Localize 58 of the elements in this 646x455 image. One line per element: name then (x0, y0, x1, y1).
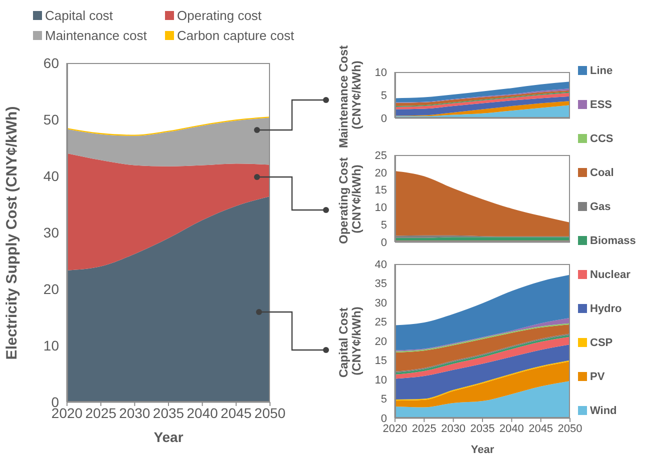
y-tick-label: 30 (374, 297, 387, 310)
y-tick-label: 10 (374, 374, 387, 386)
y-tick-label: 25 (374, 150, 387, 162)
legend-label: PV (590, 370, 605, 382)
y-axis-title: Capital Cost (CNY¢/kWh) (336, 304, 364, 378)
x-tick-label: 2050 (254, 404, 286, 421)
x-tick-label: 2040 (499, 422, 524, 435)
y-tick-label: 5 (380, 220, 387, 232)
legend-label: Biomass (590, 234, 636, 246)
y-tick-label: 15 (374, 355, 387, 368)
x-axis-title: Year (154, 429, 184, 445)
y-tick-label: 20 (43, 280, 60, 297)
y-axis-title: Electricity Supply Cost (CNY¢/kWh) (3, 106, 20, 360)
y-tick-label: 0 (380, 412, 387, 425)
y-tick-label: 40 (374, 258, 387, 271)
legend-label: ESS (590, 98, 612, 110)
legend-label: Hydro (590, 302, 622, 314)
x-tick-label: 2020 (382, 422, 408, 435)
legend-label: Wind (590, 404, 617, 416)
legend-label: Coal (590, 166, 614, 178)
y-tick-label: 10 (374, 66, 387, 79)
legend-label: Gas (590, 200, 611, 212)
y-tick-label: 30 (43, 224, 60, 240)
y-tick-label: 35 (374, 278, 387, 290)
y-tick-label: 0 (380, 112, 387, 125)
x-tick-label: 2045 (528, 422, 554, 435)
y-tick-label: 0 (380, 236, 387, 249)
legend-label: CCS (590, 132, 614, 144)
y-tick-label: 5 (380, 394, 387, 406)
y-tick-label: 15 (374, 184, 387, 197)
legend-label: Nuclear (590, 268, 630, 280)
legend-label: Operating cost (177, 8, 262, 23)
y-tick-label: 20 (374, 336, 387, 348)
y-tick-label: 40 (43, 168, 60, 184)
y-tick-label: 10 (43, 337, 60, 354)
y-tick-label: 20 (374, 167, 387, 180)
legend-label: Capital cost (45, 8, 113, 23)
x-tick-label: 2045 (220, 404, 252, 421)
y-tick-label: 50 (43, 111, 60, 128)
y-axis-title: Operating Cost (CNY¢/kWh) (336, 153, 364, 244)
x-tick-label: 2040 (186, 404, 218, 421)
x-axis-title: Year (470, 444, 495, 455)
x-tick-label: 2025 (85, 404, 117, 421)
legend-label: Maintenance cost (45, 28, 147, 43)
y-tick-label: 5 (380, 90, 387, 102)
y-axis-title: Maintenance Cost (CNY¢/kWh) (336, 42, 364, 148)
y-tick-label: 60 (43, 54, 60, 71)
x-tick-label: 2025 (412, 422, 436, 435)
y-tick-label: 25 (374, 316, 387, 329)
x-tick-label: 2030 (119, 404, 150, 421)
legend-label: Line (590, 64, 613, 76)
x-tick-label: 2035 (152, 404, 184, 421)
legend-label: CSP (590, 336, 613, 348)
legend-label: Carbon capture cost (177, 28, 294, 43)
x-tick-label: 2030 (441, 422, 466, 435)
x-tick-label: 2050 (558, 422, 582, 435)
y-tick-label: 10 (374, 202, 387, 214)
x-tick-label: 2035 (470, 422, 495, 435)
